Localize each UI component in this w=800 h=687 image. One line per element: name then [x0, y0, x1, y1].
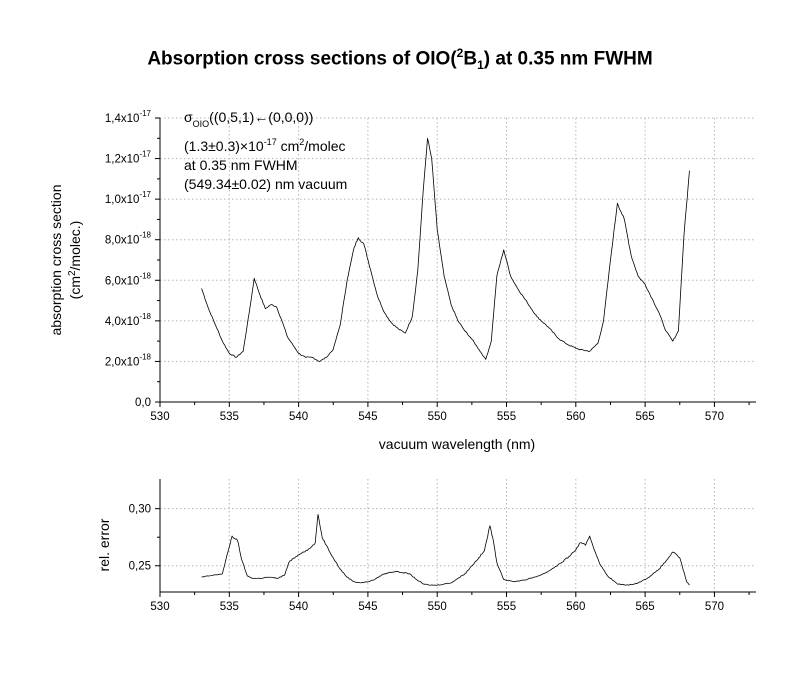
top-y-tick-label: 0,0 [135, 397, 151, 409]
bottom-y-axis-label: rel. error [96, 518, 112, 571]
annotation-line1: σOIO((0,5,1)←(0,0,0)) [184, 109, 313, 129]
top-x-axis-label: vacuum wavelength (nm) [379, 436, 535, 452]
top-y-tick-label: 1,2x10-17 [105, 150, 152, 166]
top-y-tick-label: 1,0x10-17 [105, 190, 152, 206]
annotation-line2: (1.3±0.3)×10-17 cm2/molec [184, 137, 346, 154]
top-x-tick-label: 535 [220, 411, 239, 423]
chart-title: Absorption cross sections of OIO(2B1) at… [147, 46, 653, 73]
bot-x-tick-label: 530 [150, 601, 169, 613]
top-panel-grid [160, 117, 756, 402]
bot-y-tick-label: 0,30 [129, 504, 151, 516]
top-panel-series [201, 137, 690, 362]
top-series-line [201, 137, 690, 362]
top-y-tick-label: 8,0x10-18 [105, 231, 152, 247]
annotation-line3: at 0.35 nm FWHM [184, 157, 298, 173]
top-x-tick-label: 555 [497, 411, 516, 423]
bot-x-tick-label: 570 [705, 601, 724, 613]
bot-series-line [201, 513, 690, 586]
bot-x-tick-label: 535 [220, 601, 239, 613]
bot-x-tick-label: 540 [289, 601, 308, 613]
top-y-axis-label-line1: absorption cross section [48, 185, 64, 336]
top-panel-axes [155, 117, 756, 407]
top-y-tick-label: 4,0x10-18 [105, 312, 152, 328]
bot-x-tick-label: 555 [497, 601, 516, 613]
bot-x-tick-label: 560 [566, 601, 585, 613]
bot-x-tick-label: 545 [358, 601, 377, 613]
top-x-tick-label: 530 [150, 411, 169, 423]
top-x-tick-label: 565 [636, 411, 655, 423]
bottom-panel-axes [155, 479, 756, 597]
bottom-panel-tick-labels: 530 535 540 545 550 555 560 565 570 0,25 0,30 [129, 504, 724, 613]
top-x-tick-label: 545 [358, 411, 377, 423]
annotation-line4: (549.34±0.02) nm vacuum [184, 176, 347, 192]
top-x-tick-label: 570 [705, 411, 724, 423]
bot-x-tick-label: 550 [428, 601, 447, 613]
top-x-tick-label: 540 [289, 411, 308, 423]
top-y-tick-label: 2,0x10-18 [105, 352, 152, 368]
top-y-axis-label-line2: (cm2/molec.) [67, 221, 83, 300]
bot-x-tick-label: 565 [636, 601, 655, 613]
top-panel-tick-labels: 530 535 540 545 550 555 560 565 570 0,0 2,0x10-18 4… [105, 109, 724, 423]
top-y-tick-label: 6,0x10-18 [105, 271, 152, 287]
bot-y-tick-label: 0,25 [129, 561, 151, 573]
top-y-tick-label: 1,4x10-17 [105, 109, 152, 125]
top-x-tick-label: 550 [428, 411, 447, 423]
bottom-panel-grid [160, 479, 756, 592]
bottom-panel-series [201, 513, 690, 586]
top-x-tick-label: 560 [566, 411, 585, 423]
